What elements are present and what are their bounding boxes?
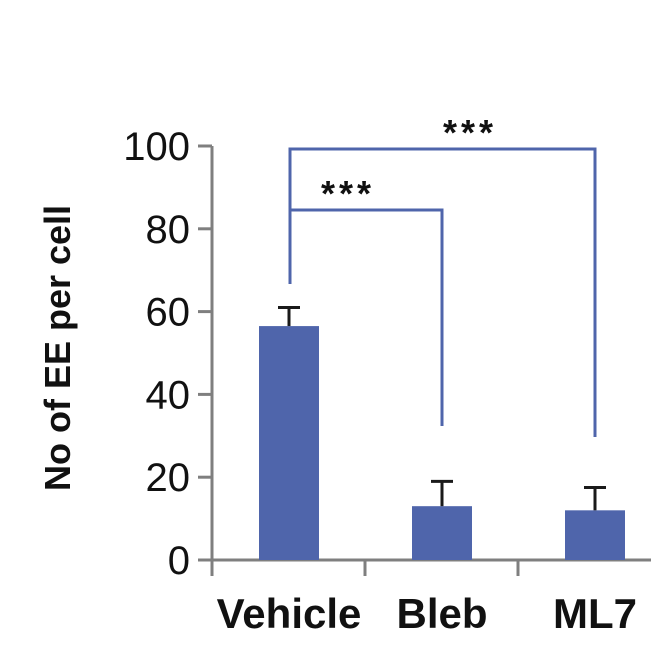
- y-tick-label: 60: [146, 291, 191, 335]
- chart-marks: *** ***: [259, 112, 625, 560]
- significance-label: ***: [443, 112, 497, 153]
- bar-bleb: [412, 506, 472, 560]
- y-tick-label: 20: [146, 456, 191, 500]
- significance-bracket: [288, 147, 597, 437]
- y-tick-label: 100: [123, 125, 190, 169]
- bar-vehicle: [259, 326, 319, 560]
- significance-label: ***: [321, 173, 375, 214]
- bar-ml7: [565, 510, 625, 560]
- y-tick-label: 40: [146, 373, 191, 417]
- x-tick-label: ML7: [553, 590, 637, 637]
- y-tick-label: 80: [146, 208, 191, 252]
- x-tick-label: Vehicle: [217, 590, 362, 637]
- y-axis-title: No of EE per cell: [37, 205, 78, 491]
- x-tick-label: Bleb: [396, 590, 487, 637]
- axes: 0 20 40 60 80 100 Vehicle Bleb ML7: [123, 125, 651, 637]
- y-tick-label: 0: [168, 539, 190, 583]
